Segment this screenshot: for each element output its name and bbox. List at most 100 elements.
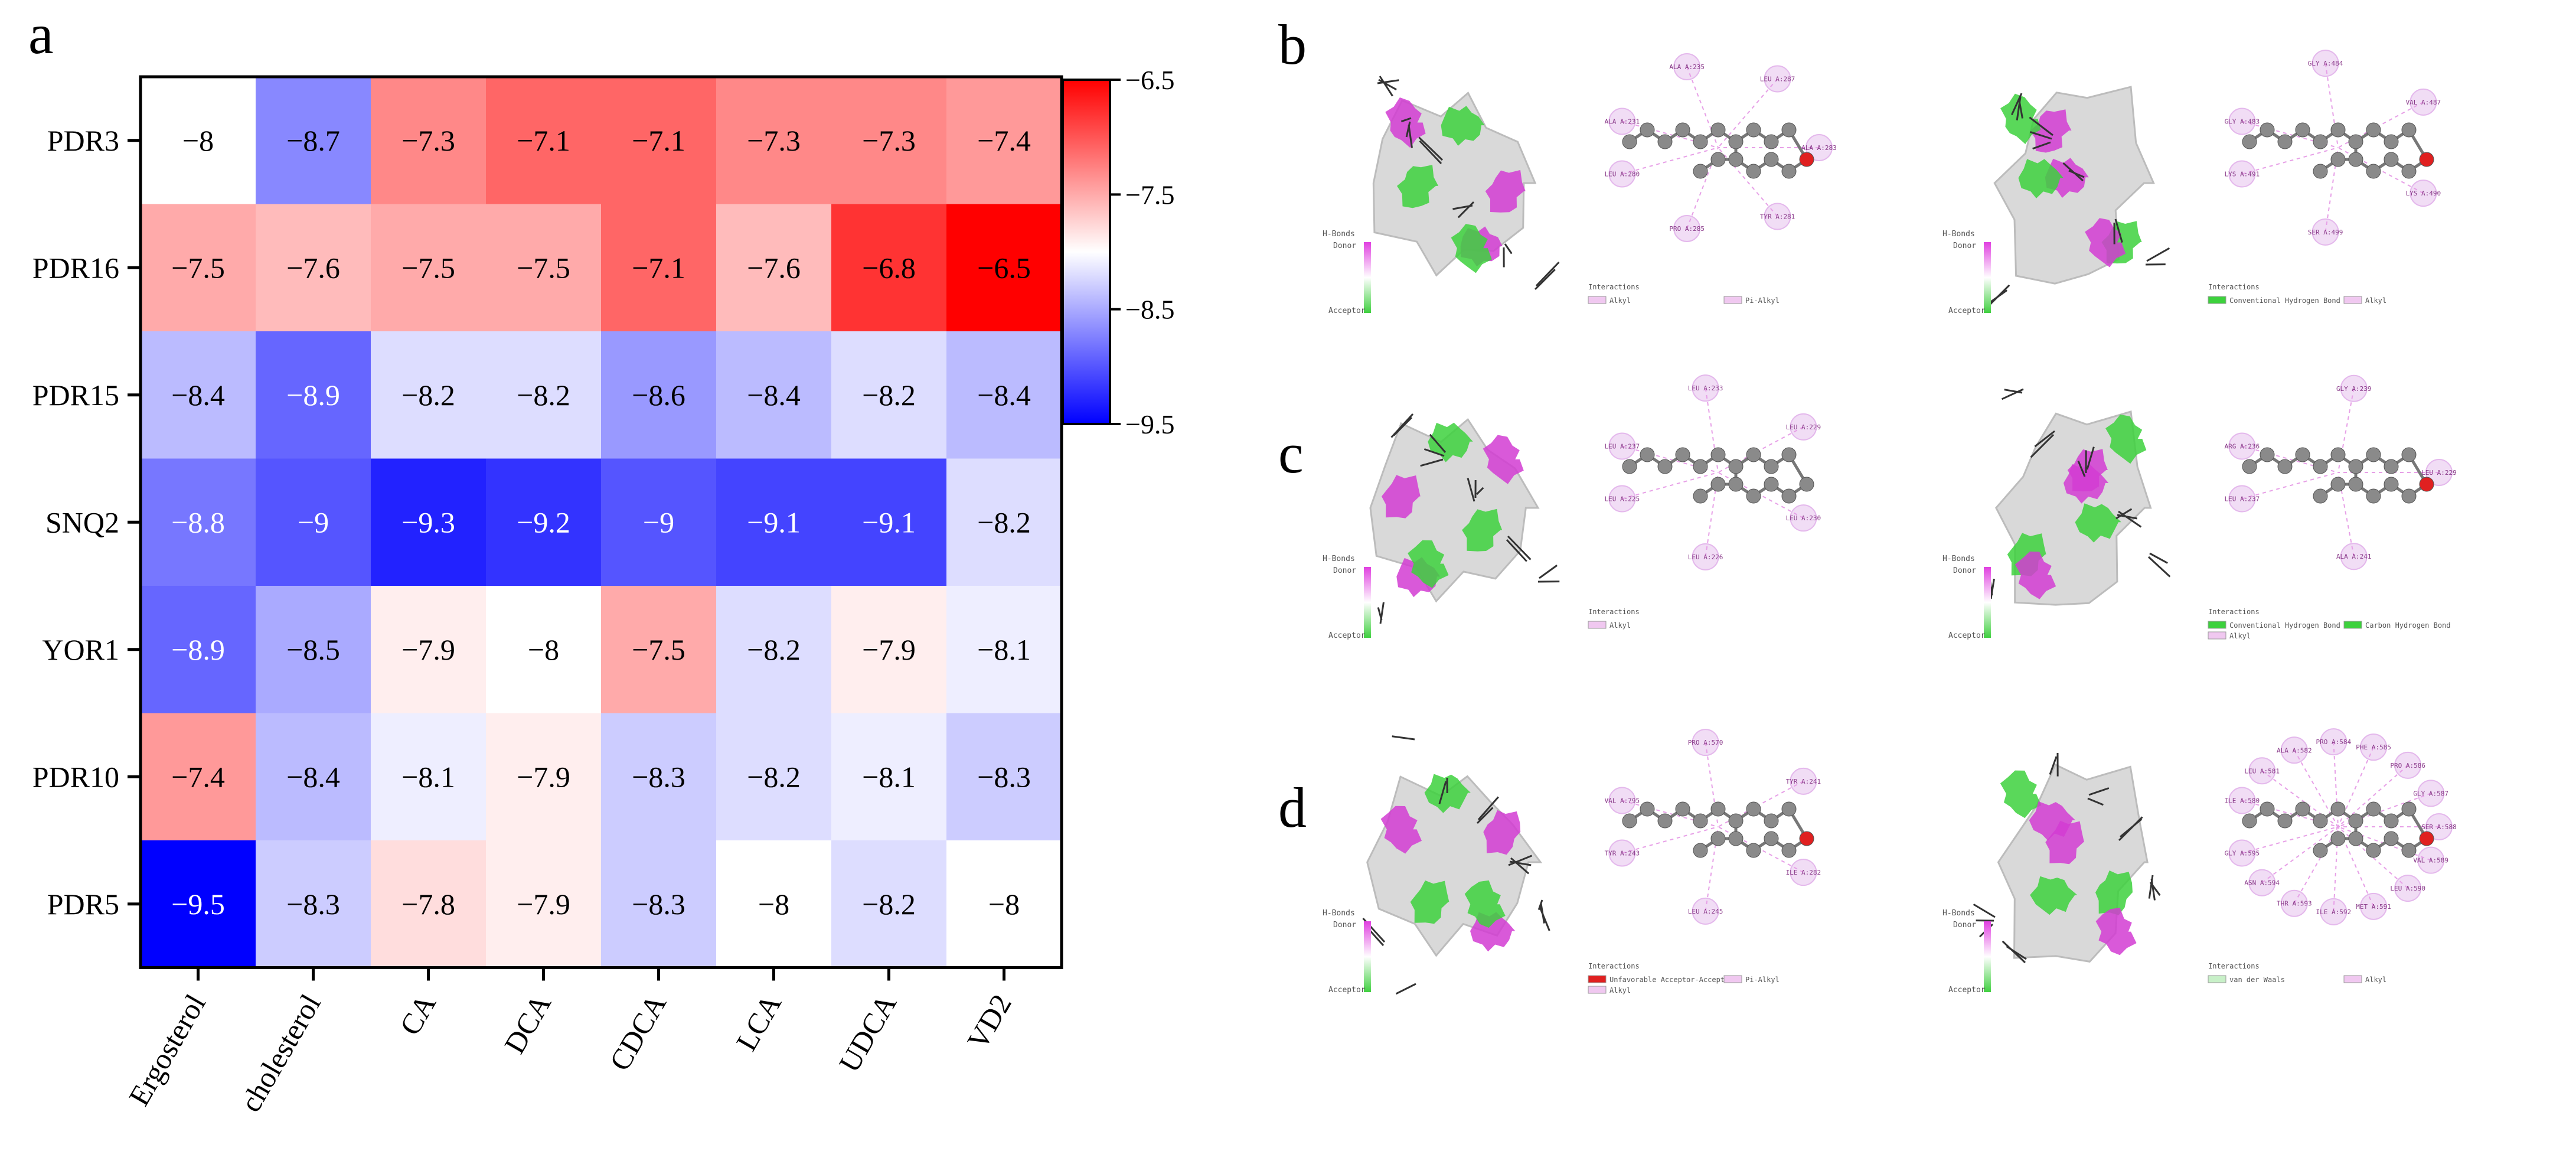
carbon-atom [2260, 801, 2275, 817]
cell-value-label: −7.3 [747, 124, 801, 157]
heatmap-cell [486, 204, 602, 332]
interaction-line [2261, 826, 2339, 883]
residue-label: GLY A:595 [2225, 849, 2260, 857]
cell-value-label: −8.2 [862, 379, 916, 412]
residue-stick [1419, 140, 1442, 165]
hbond-donor-label: Donor [1333, 242, 1356, 250]
cell-value-label: −8.2 [747, 633, 801, 666]
residue-stick [1504, 243, 1513, 255]
row-label: SNQ2 [45, 506, 119, 539]
residue-stick [1392, 735, 1415, 741]
carbon-atom [1781, 843, 1797, 858]
cell-value-label: −8.2 [747, 760, 801, 793]
heatmap-cell [371, 77, 487, 205]
heatmap-cell [946, 458, 1062, 586]
heatmap-cell [831, 840, 947, 969]
carbon-atom [2277, 459, 2293, 474]
cell-value-label: −8.3 [286, 888, 340, 921]
interaction-legend-swatch [2208, 631, 2226, 640]
hbond-scale [1984, 921, 1991, 992]
interaction-line [1622, 147, 1719, 175]
residue-label: ALA A:283 [1801, 144, 1837, 152]
residue-label: ARG A:236 [2225, 443, 2260, 451]
heatmap-cell [256, 713, 371, 841]
carbon-atom [2366, 164, 2381, 179]
hbond-acceptor-patch [2000, 770, 2042, 819]
heatmap-cell [371, 204, 487, 332]
panel-label-b: b [1278, 13, 1307, 76]
row-label: YOR1 [42, 633, 119, 666]
residue-label: LEU A:229 [2421, 469, 2457, 477]
colorbar-tick-label: −8.5 [1125, 295, 1174, 325]
row-label: PDR5 [47, 888, 119, 921]
cell-value-label: −8.3 [632, 888, 685, 921]
cell-value-label: −8 [758, 888, 789, 921]
residue-stick [2004, 389, 2023, 394]
residue-stick [2049, 756, 2058, 775]
hbond-acceptor-patch [1428, 422, 1473, 462]
cell-value-label: −6.5 [977, 251, 1031, 284]
carbon-atom [2348, 477, 2363, 492]
carbon-atom [1675, 801, 1690, 817]
carbon-atom [1640, 801, 1655, 817]
hbond-donor-label: Donor [1333, 921, 1356, 930]
carbon-atom [1710, 447, 1726, 462]
interaction-line [2337, 765, 2408, 827]
carbon-atom [2330, 447, 2346, 462]
carbon-atom [1710, 152, 1726, 167]
carbon-atom [1764, 831, 1779, 846]
heatmap-cell [256, 840, 371, 969]
interaction-legend-label: Pi-Alkyl [1745, 296, 1780, 305]
interaction-legend-swatch [1588, 986, 1607, 994]
interaction-legend-title: Interactions [1588, 962, 1640, 970]
heatmap-cell [601, 586, 717, 714]
cell-value-label: −8 [988, 888, 1020, 921]
carbon-atom [1693, 488, 1708, 504]
residue-label: THR A:593 [2277, 900, 2312, 908]
carbon-atom [2313, 134, 2328, 149]
residue-stick [2030, 131, 2052, 140]
heatmap-cell [256, 204, 371, 332]
carbon-atom [2330, 831, 2346, 846]
hbond-legend-title: H-Bonds [1942, 555, 1975, 563]
cell-value-label: −8.7 [286, 124, 340, 157]
residue-label: LEU A:590 [2390, 885, 2425, 892]
carbon-atom [1728, 813, 1744, 829]
interaction-legend-label: Alkyl [1609, 986, 1631, 995]
row-label: PDR3 [47, 124, 119, 157]
heatmap-cell [141, 77, 256, 205]
interaction-legend-title: Interactions [1588, 608, 1640, 616]
heatmap-cell [486, 458, 602, 586]
residue-stick [1987, 284, 2010, 308]
carbon-atom [2401, 843, 2417, 858]
hbond-acceptor-patch [2095, 870, 2133, 915]
residue-label: LYS A:490 [2406, 190, 2441, 197]
residue-label: PRO A:586 [2390, 762, 2425, 769]
carbon-atom [2401, 447, 2417, 462]
hbond-acceptor-patch [1462, 508, 1503, 552]
carbon-atom [2260, 122, 2275, 138]
cell-value-label: −8.3 [977, 760, 1031, 793]
hbond-acceptor-patch [2075, 503, 2121, 543]
colorbar-tick-label: −6.5 [1125, 65, 1174, 95]
cell-value-label: −8.2 [401, 379, 455, 412]
cell-value-label: −7.6 [747, 251, 801, 284]
residue-stick [2032, 141, 2051, 150]
oxygen-atom [1799, 152, 1814, 167]
interaction-legend-swatch [1723, 296, 1742, 304]
interaction-legend-label: Alkyl [2365, 976, 2386, 984]
hbond-donor-patch [1380, 806, 1422, 854]
carbon-atom [1746, 447, 1761, 462]
heatmap-cell [371, 586, 487, 714]
residue-stick [2115, 508, 2133, 520]
residue-stick [2146, 247, 2170, 262]
hbond-donor-patch [2095, 908, 2137, 956]
interaction-line [1718, 147, 1778, 217]
carbon-atom [2313, 813, 2328, 829]
residue-stick [1405, 121, 1411, 138]
heatmap-cell [141, 840, 256, 969]
carbon-atom [1710, 801, 1726, 817]
interaction-legend-swatch [2208, 975, 2226, 983]
residue-stick [1377, 79, 1399, 84]
hbond-acceptor-patch [1410, 880, 1449, 924]
